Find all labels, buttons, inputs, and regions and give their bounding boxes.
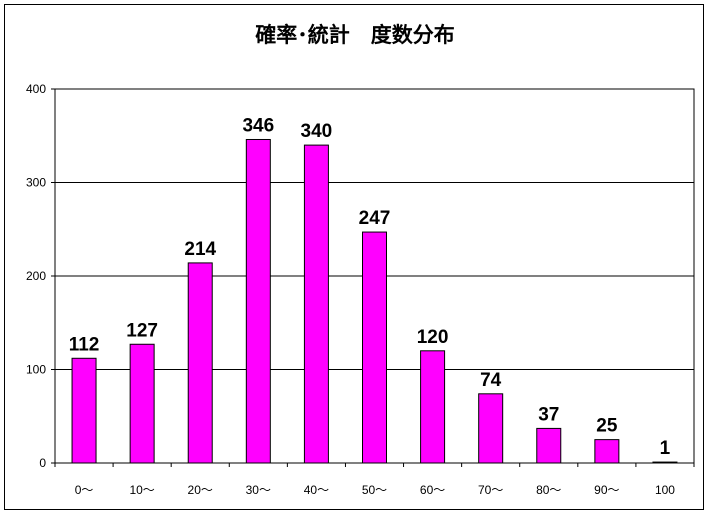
x-tick-label: 80～ bbox=[536, 483, 561, 497]
bar bbox=[594, 439, 620, 464]
data-label: 346 bbox=[242, 115, 274, 136]
y-tick-label: 400 bbox=[26, 82, 46, 96]
data-label: 37 bbox=[538, 404, 559, 425]
y-tick-label: 300 bbox=[26, 176, 46, 190]
x-tick-label: 100 bbox=[655, 483, 675, 497]
y-axis-ticks: 0 100 200 300 400 bbox=[26, 82, 55, 470]
bar bbox=[303, 144, 329, 464]
data-label: 1 bbox=[660, 438, 671, 459]
data-labels: 112 127 214 346 340 247 120 74 37 25 1 bbox=[69, 115, 671, 459]
data-label: 120 bbox=[417, 327, 449, 348]
data-label: 340 bbox=[301, 121, 333, 142]
chart-title: 確率･統計 度数分布 bbox=[255, 23, 455, 47]
bar bbox=[652, 461, 678, 464]
x-tick-label: 50～ bbox=[362, 483, 387, 497]
x-tick-label: 60～ bbox=[420, 483, 445, 497]
bar bbox=[536, 427, 562, 464]
bar bbox=[420, 350, 446, 464]
x-tick-label: 10～ bbox=[129, 483, 154, 497]
x-tick-label: 40～ bbox=[304, 483, 329, 497]
y-tick-label: 100 bbox=[26, 363, 46, 377]
bar bbox=[245, 138, 271, 464]
data-label: 127 bbox=[126, 320, 158, 341]
data-label: 25 bbox=[596, 416, 618, 437]
bar bbox=[187, 262, 213, 464]
data-label: 247 bbox=[359, 208, 391, 229]
x-tick-label: 0～ bbox=[75, 483, 94, 497]
x-tick-label: 30～ bbox=[246, 483, 271, 497]
x-tick-label: 70～ bbox=[478, 483, 503, 497]
bar bbox=[129, 343, 155, 464]
y-tick-label: 0 bbox=[39, 456, 46, 470]
data-label: 74 bbox=[480, 370, 502, 391]
data-label: 214 bbox=[184, 239, 216, 260]
x-axis-ticks: 0～ 10～ 20～ 30～ 40～ 50～ 60～ 70～ 80～ 90～ 100 bbox=[54, 463, 695, 497]
bars bbox=[71, 138, 678, 464]
y-tick-label: 200 bbox=[26, 269, 46, 283]
x-tick-label: 90～ bbox=[594, 483, 619, 497]
bar bbox=[362, 231, 387, 464]
x-tick-label: 20～ bbox=[188, 483, 213, 497]
bar bbox=[478, 393, 504, 464]
chart-frame: 確率･統計 度数分布 112 127 214 346 340 247 120 74 37 25 1 … bbox=[4, 4, 704, 510]
data-label: 112 bbox=[69, 334, 100, 355]
bar bbox=[71, 357, 97, 464]
